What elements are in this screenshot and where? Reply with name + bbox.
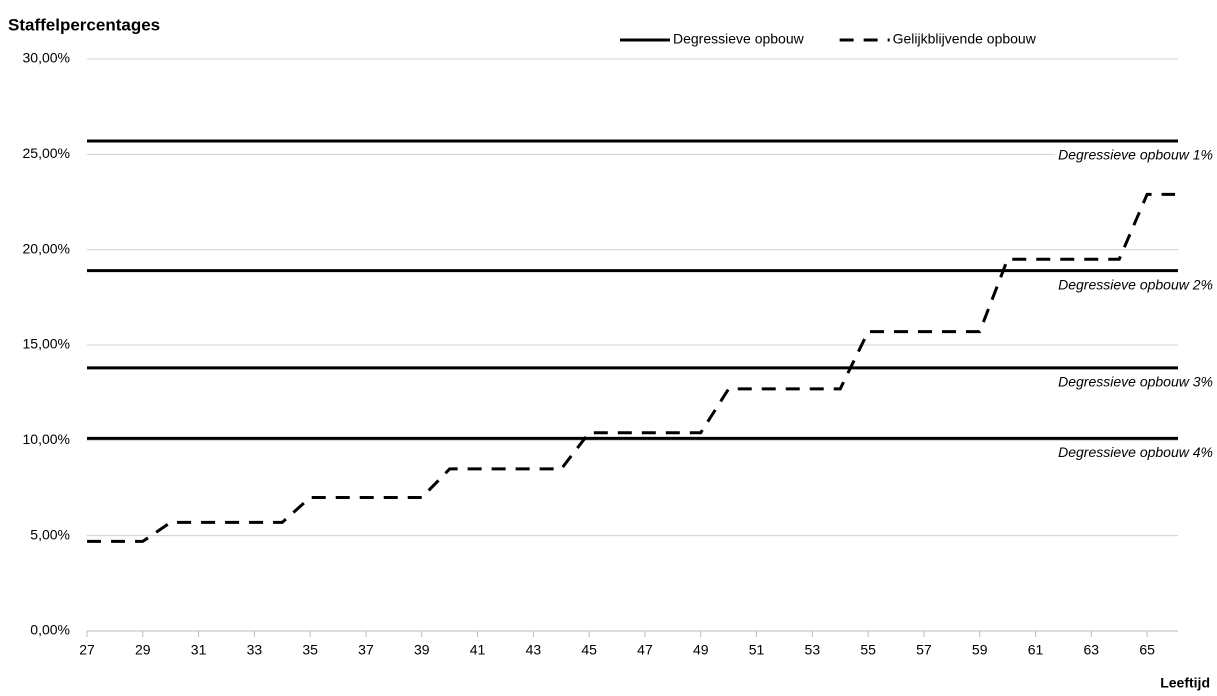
x-axis-label: Leeftijd [1160, 675, 1210, 691]
level-label: Degressieve opbouw 2% [1058, 276, 1213, 292]
x-tick-label: 65 [1139, 642, 1155, 658]
x-tick-label: 61 [1028, 642, 1044, 658]
level-label: Degressieve opbouw 4% [1058, 444, 1213, 460]
x-tick-label: 39 [414, 642, 430, 658]
x-tick-label: 57 [916, 642, 932, 658]
x-tick-label: 41 [470, 642, 486, 658]
x-tick-label: 27 [79, 642, 95, 658]
x-tick-label: 63 [1084, 642, 1100, 658]
y-tick-label: 10,00% [23, 431, 70, 447]
chart-title: Staffelpercentages [8, 15, 160, 34]
level-label-bg [1055, 145, 1216, 164]
x-tick-label: 47 [637, 642, 653, 658]
x-tick-label: 31 [191, 642, 207, 658]
x-tick-label: 51 [749, 642, 765, 658]
x-tick-label: 53 [805, 642, 821, 658]
y-tick-label: 25,00% [23, 145, 70, 161]
x-tick-label: 55 [860, 642, 876, 658]
legend-label: Gelijkblijvende opbouw [893, 31, 1037, 47]
level-label-bg [1055, 372, 1216, 391]
series-line [87, 192, 1175, 543]
x-tick-label: 45 [581, 642, 597, 658]
level-label-bg [1055, 275, 1216, 294]
legend-label: Degressieve opbouw [673, 31, 805, 47]
x-tick-label: 59 [972, 642, 988, 658]
x-tick-label: 33 [247, 642, 263, 658]
y-tick-label: 5,00% [30, 526, 70, 542]
y-tick-label: 30,00% [23, 50, 70, 66]
x-tick-label: 37 [358, 642, 374, 658]
level-label: Degressieve opbouw 3% [1058, 374, 1213, 390]
y-tick-label: 15,00% [23, 336, 70, 352]
x-tick-label: 35 [302, 642, 318, 658]
x-tick-label: 43 [526, 642, 542, 658]
x-tick-label: 49 [693, 642, 709, 658]
y-tick-label: 0,00% [30, 622, 70, 638]
x-tick-label: 29 [135, 642, 151, 658]
level-label-bg [1055, 443, 1216, 462]
level-label: Degressieve opbouw 1% [1058, 147, 1213, 163]
y-tick-label: 20,00% [23, 240, 70, 256]
